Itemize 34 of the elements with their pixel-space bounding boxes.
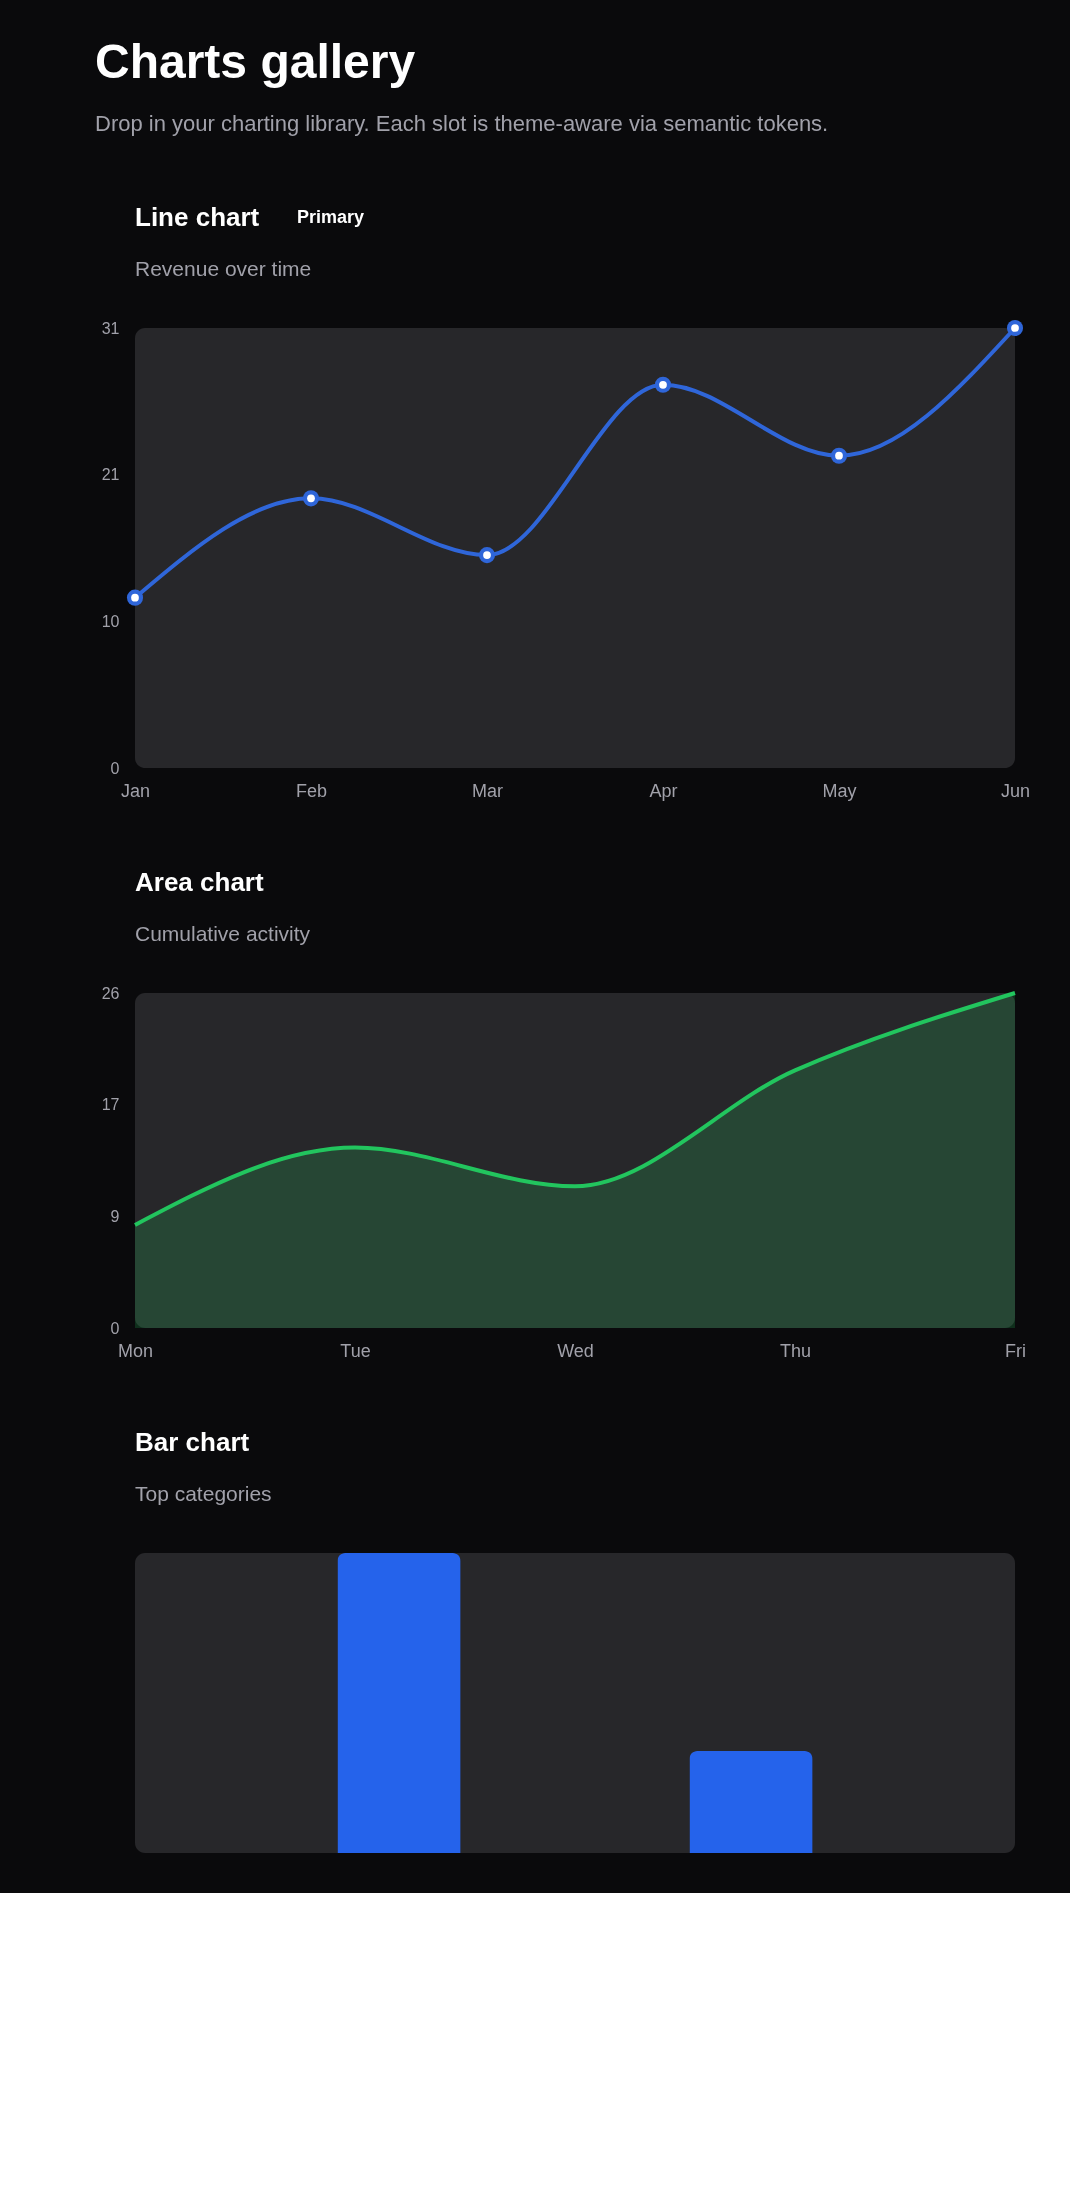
text: Charts gallery bbox=[95, 35, 416, 88]
text: Drop in your charting library. Each slot is theme-aware via semantic tokens. bbox=[95, 111, 829, 136]
y-tick-label: 9 bbox=[110, 1207, 120, 1225]
x-tick-label: Tue bbox=[340, 1340, 371, 1361]
chart-subtitle: Revenue over time bbox=[135, 257, 312, 280]
point bbox=[302, 490, 320, 507]
chart-title: Area chart bbox=[135, 867, 264, 897]
y-tick-label: 21 bbox=[101, 466, 120, 484]
point bbox=[654, 376, 672, 393]
chart-subtitle: Top categories bbox=[135, 1482, 272, 1505]
y-tick-label: 0 bbox=[110, 759, 120, 777]
x-tick-label: Thu bbox=[779, 1340, 812, 1361]
x-tick-label: Jan bbox=[120, 780, 151, 801]
y-tick-label: 10 bbox=[101, 612, 120, 630]
x-tick-label: Jun bbox=[1000, 780, 1031, 801]
point bbox=[830, 447, 848, 464]
x-tick-label: Mon bbox=[117, 1340, 154, 1361]
x-tick-label: Mar bbox=[472, 780, 503, 801]
y-tick-label: 0 bbox=[110, 1319, 120, 1337]
text: Primary bbox=[297, 207, 365, 227]
x-tick-label: May bbox=[822, 780, 857, 801]
chart-title: Line chart bbox=[135, 202, 260, 232]
chart-subtitle: Cumulative activity bbox=[135, 922, 311, 945]
y-tick-label: 31 bbox=[101, 319, 120, 337]
x-tick-label: Wed bbox=[557, 1340, 594, 1361]
point bbox=[126, 589, 144, 606]
x-tick-label: Fri bbox=[1005, 1340, 1026, 1361]
y-tick-label: 17 bbox=[101, 1096, 120, 1114]
point bbox=[478, 547, 496, 564]
y-tick-label: 26 bbox=[101, 984, 120, 1002]
chart-title: Bar chart bbox=[135, 1427, 250, 1457]
x-tick-label: Apr bbox=[649, 780, 678, 801]
point bbox=[1006, 319, 1024, 337]
x-tick-label: Feb bbox=[295, 780, 328, 801]
